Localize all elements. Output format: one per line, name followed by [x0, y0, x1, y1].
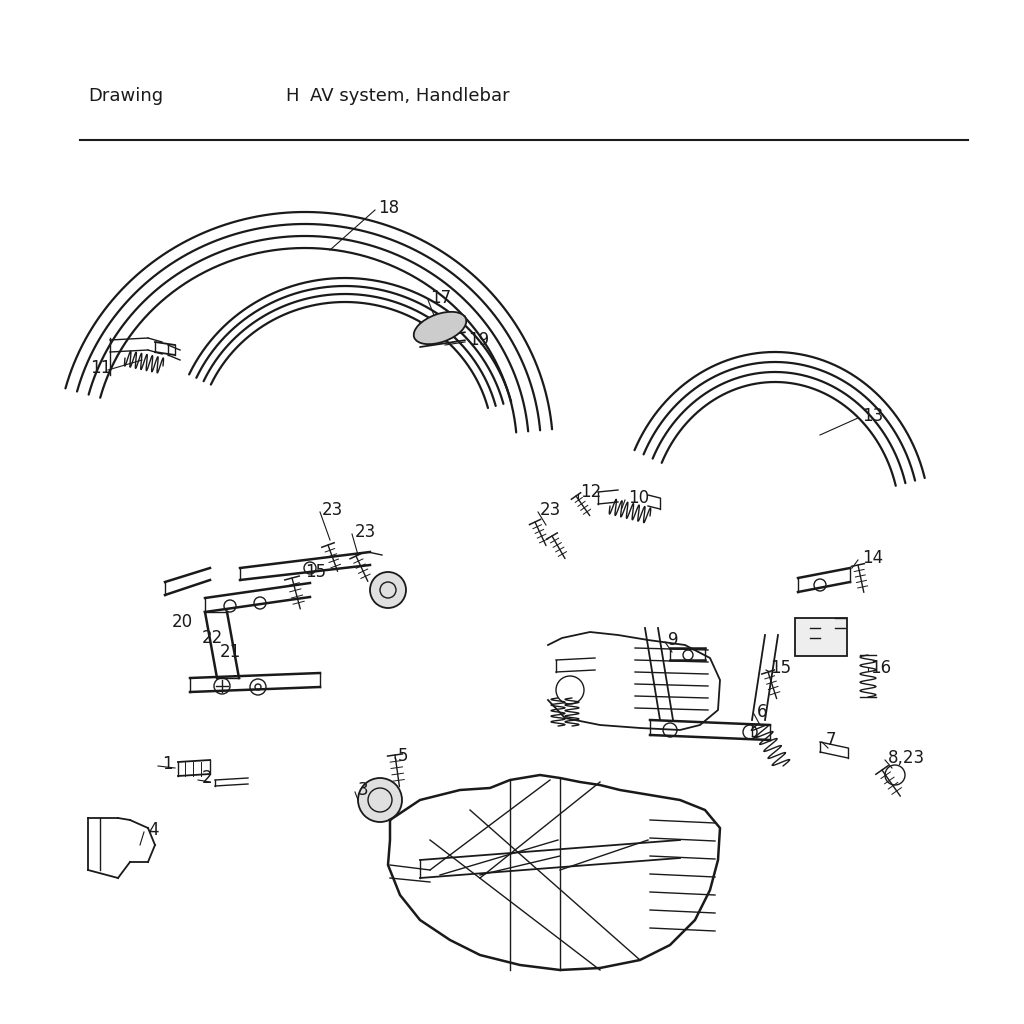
- Text: 22: 22: [202, 629, 223, 647]
- Text: Drawing: Drawing: [88, 87, 163, 105]
- Text: 21: 21: [220, 643, 242, 662]
- Text: 15: 15: [770, 659, 792, 677]
- Text: 17: 17: [430, 289, 452, 307]
- Text: 7: 7: [826, 731, 837, 749]
- Text: 20: 20: [172, 613, 194, 631]
- Text: 5: 5: [398, 746, 409, 765]
- Text: 2: 2: [202, 769, 213, 787]
- Circle shape: [358, 778, 402, 822]
- Text: AV system, Handlebar: AV system, Handlebar: [310, 87, 510, 105]
- FancyBboxPatch shape: [795, 618, 847, 656]
- Text: 3: 3: [358, 781, 369, 799]
- Text: 23: 23: [322, 501, 343, 519]
- Text: 14: 14: [862, 549, 883, 567]
- Text: 10: 10: [628, 489, 649, 507]
- Text: 15: 15: [305, 563, 326, 581]
- Text: 1: 1: [162, 755, 173, 773]
- Text: 8,23: 8,23: [888, 749, 925, 767]
- Text: 23: 23: [355, 523, 376, 541]
- Text: 6: 6: [757, 703, 768, 721]
- Text: 11: 11: [90, 359, 112, 377]
- Text: 18: 18: [378, 199, 399, 217]
- Text: 13: 13: [862, 407, 884, 425]
- Ellipse shape: [414, 312, 466, 344]
- Text: 19: 19: [468, 331, 489, 349]
- Circle shape: [370, 572, 406, 608]
- Text: 4: 4: [148, 821, 159, 839]
- Text: 12: 12: [580, 483, 601, 501]
- Text: 23: 23: [540, 501, 561, 519]
- Text: 9: 9: [668, 631, 679, 649]
- Text: 16: 16: [870, 659, 891, 677]
- Text: H: H: [285, 87, 299, 105]
